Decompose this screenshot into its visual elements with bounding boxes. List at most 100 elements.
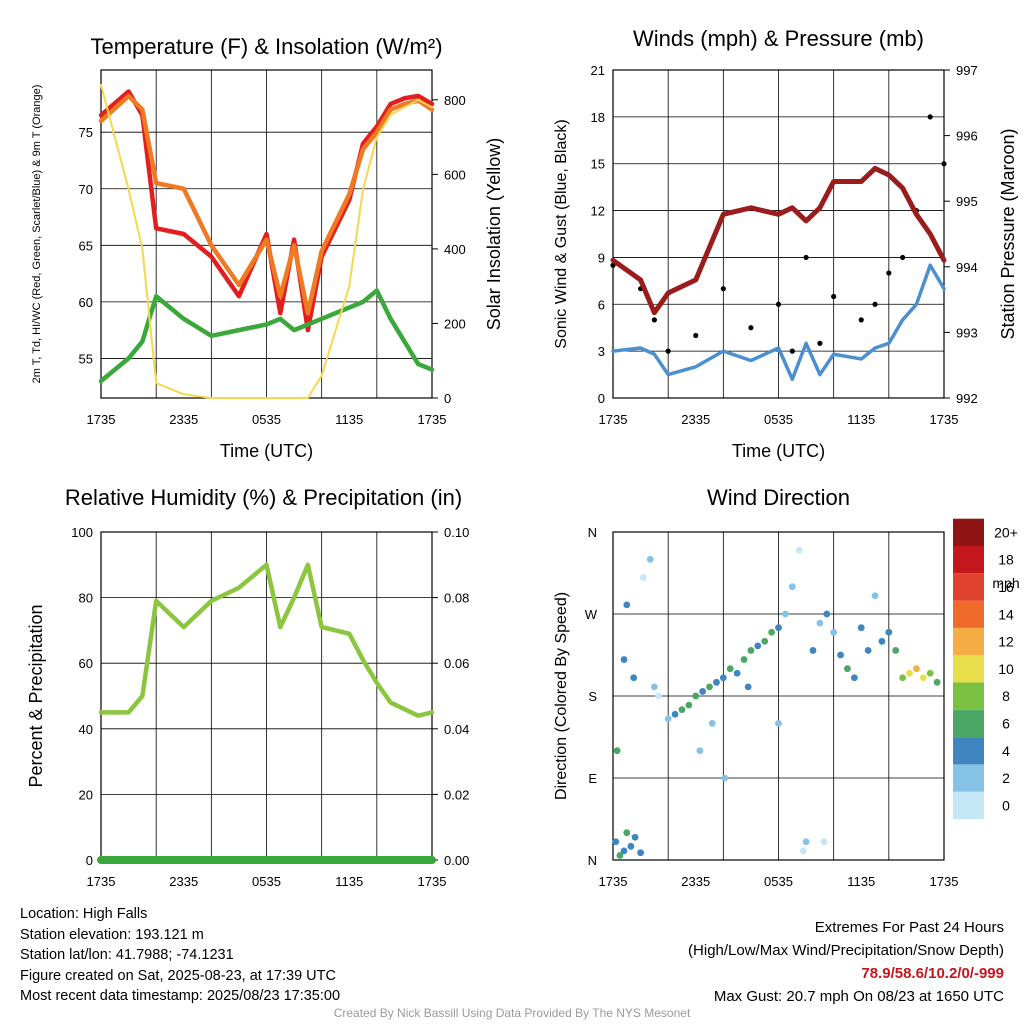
y-tick-label: 100: [71, 525, 93, 540]
direction-point: [775, 624, 782, 632]
direction-point: [892, 647, 900, 654]
direction-point: [871, 592, 879, 600]
x-axis-label: Time (UTC): [220, 441, 313, 461]
series-line-9m-t: [98, 93, 435, 316]
chart-title: Temperature (F) & Insolation (W/m²): [90, 34, 442, 59]
colorbar-label: 20+: [994, 524, 1018, 540]
y2-tick-label: 992: [956, 391, 978, 406]
max-gust-text: Max Gust: 20.7 mph On 08/23 at 1650 UTC: [713, 988, 1004, 1005]
direction-point: [696, 747, 704, 755]
y2-tick-label: 0.10: [444, 525, 469, 540]
colorbar-label: 14: [998, 606, 1014, 622]
chart-title: Winds (mph) & Pressure (mb): [633, 26, 924, 51]
direction-point: [692, 692, 700, 700]
colorbar-label: 0: [1002, 797, 1010, 813]
colorbar-swatch: [953, 600, 984, 628]
station-info: Location: High Falls Station elevation: …: [20, 904, 340, 1007]
direction-point: [706, 683, 713, 691]
y2-tick-label: 993: [956, 325, 978, 340]
series-line-2m-t: [98, 89, 435, 333]
y2-tick-label: 200: [444, 316, 466, 331]
direction-point: [816, 619, 824, 627]
x-tick-label: 1735: [930, 874, 959, 889]
direction-point: [885, 628, 893, 636]
direction-point: [781, 610, 789, 618]
series-line-solar-insolation: [100, 83, 433, 399]
direction-point: [913, 665, 920, 673]
colorbar-swatch: [953, 627, 984, 656]
direction-point: [699, 688, 707, 695]
direction-point: [933, 678, 941, 686]
direction-point: [627, 842, 635, 850]
direction-point: [708, 719, 716, 727]
elevation-text: Station elevation: 193.121 m: [20, 926, 204, 943]
colorbar-swatch: [953, 546, 984, 574]
colorbar-label: 12: [998, 634, 1014, 650]
y-tick-label: 40: [79, 722, 93, 737]
direction-point: [646, 555, 654, 563]
gust-point: [748, 325, 754, 331]
direction-point: [837, 651, 844, 659]
y-tick-label: 70: [79, 182, 93, 197]
direction-point: [744, 683, 752, 691]
direction-point: [820, 838, 828, 846]
gust-point: [775, 301, 782, 307]
direction-point: [623, 601, 631, 609]
x-tick-label: 1735: [87, 874, 116, 889]
x-tick-label: 0535: [252, 412, 281, 427]
chart-title: Wind Direction: [707, 485, 850, 510]
colorbar-label: 2: [1002, 770, 1010, 786]
direction-point: [768, 628, 776, 636]
colorbar-swatch: [953, 791, 984, 819]
colorbar-swatch: [953, 737, 984, 765]
y-tick-label: 15: [591, 157, 605, 172]
extremes-subtitle: (High/Low/Max Wind/Precipitation/Snow De…: [688, 942, 1004, 959]
direction-point: [747, 647, 755, 654]
gust-point: [693, 332, 699, 339]
gust-point: [872, 301, 878, 307]
y-tick-label: W: [585, 607, 598, 622]
y2-tick-label: 0.06: [444, 656, 469, 671]
direction-point: [616, 852, 624, 859]
colorbar-swatch: [953, 518, 984, 546]
y2-tick-label: 600: [444, 167, 466, 182]
colorbar-label: 6: [1002, 715, 1010, 731]
direction-point: [655, 692, 662, 700]
direction-point: [795, 546, 803, 554]
direction-point: [631, 833, 639, 841]
colorbar-title: mph: [992, 575, 1019, 591]
y2-tick-label: 0.08: [444, 591, 469, 606]
direction-point: [664, 715, 672, 723]
y-tick-label: 6: [598, 297, 605, 312]
direction-point: [919, 674, 927, 682]
y-tick-label: 12: [591, 204, 605, 219]
gust-point: [831, 293, 837, 300]
y-axis-label: 2m T, Td, HI/WC (Red, Green, Scarlet/Blu…: [31, 85, 43, 384]
gust-point: [665, 348, 671, 354]
credit-text: Created By Nick Bassill Using Data Provi…: [333, 1006, 691, 1020]
x-tick-label: 1735: [599, 412, 628, 427]
y2-tick-label: 997: [956, 63, 978, 78]
series-line-station-pressure: [610, 165, 947, 316]
direction-point: [926, 669, 934, 677]
direction-point: [620, 847, 628, 855]
colorbar-label: 18: [998, 552, 1014, 568]
extremes-title: Extremes For Past 24 Hours: [814, 919, 1004, 936]
extremes-info: Extremes For Past 24 Hours (High/Low/Max…: [688, 916, 1004, 1008]
x-tick-label: 1135: [847, 874, 875, 889]
gust-point: [927, 114, 933, 120]
gust-point: [817, 340, 823, 346]
direction-point: [639, 574, 647, 581]
direction-point: [650, 683, 658, 691]
y-tick-label: 60: [79, 656, 93, 671]
direction-point: [612, 838, 620, 846]
y-tick-label: 75: [79, 125, 93, 140]
y-tick-label: 21: [591, 63, 605, 78]
colorbar-swatch: [953, 764, 984, 792]
gust-point: [900, 254, 906, 261]
direction-point: [788, 583, 796, 591]
x-tick-label: 1135: [847, 412, 875, 427]
direction-point: [850, 674, 858, 682]
latlon-text: Station lat/lon: 41.7988; -74.1231: [20, 947, 234, 963]
x-tick-label: 1135: [335, 874, 363, 889]
